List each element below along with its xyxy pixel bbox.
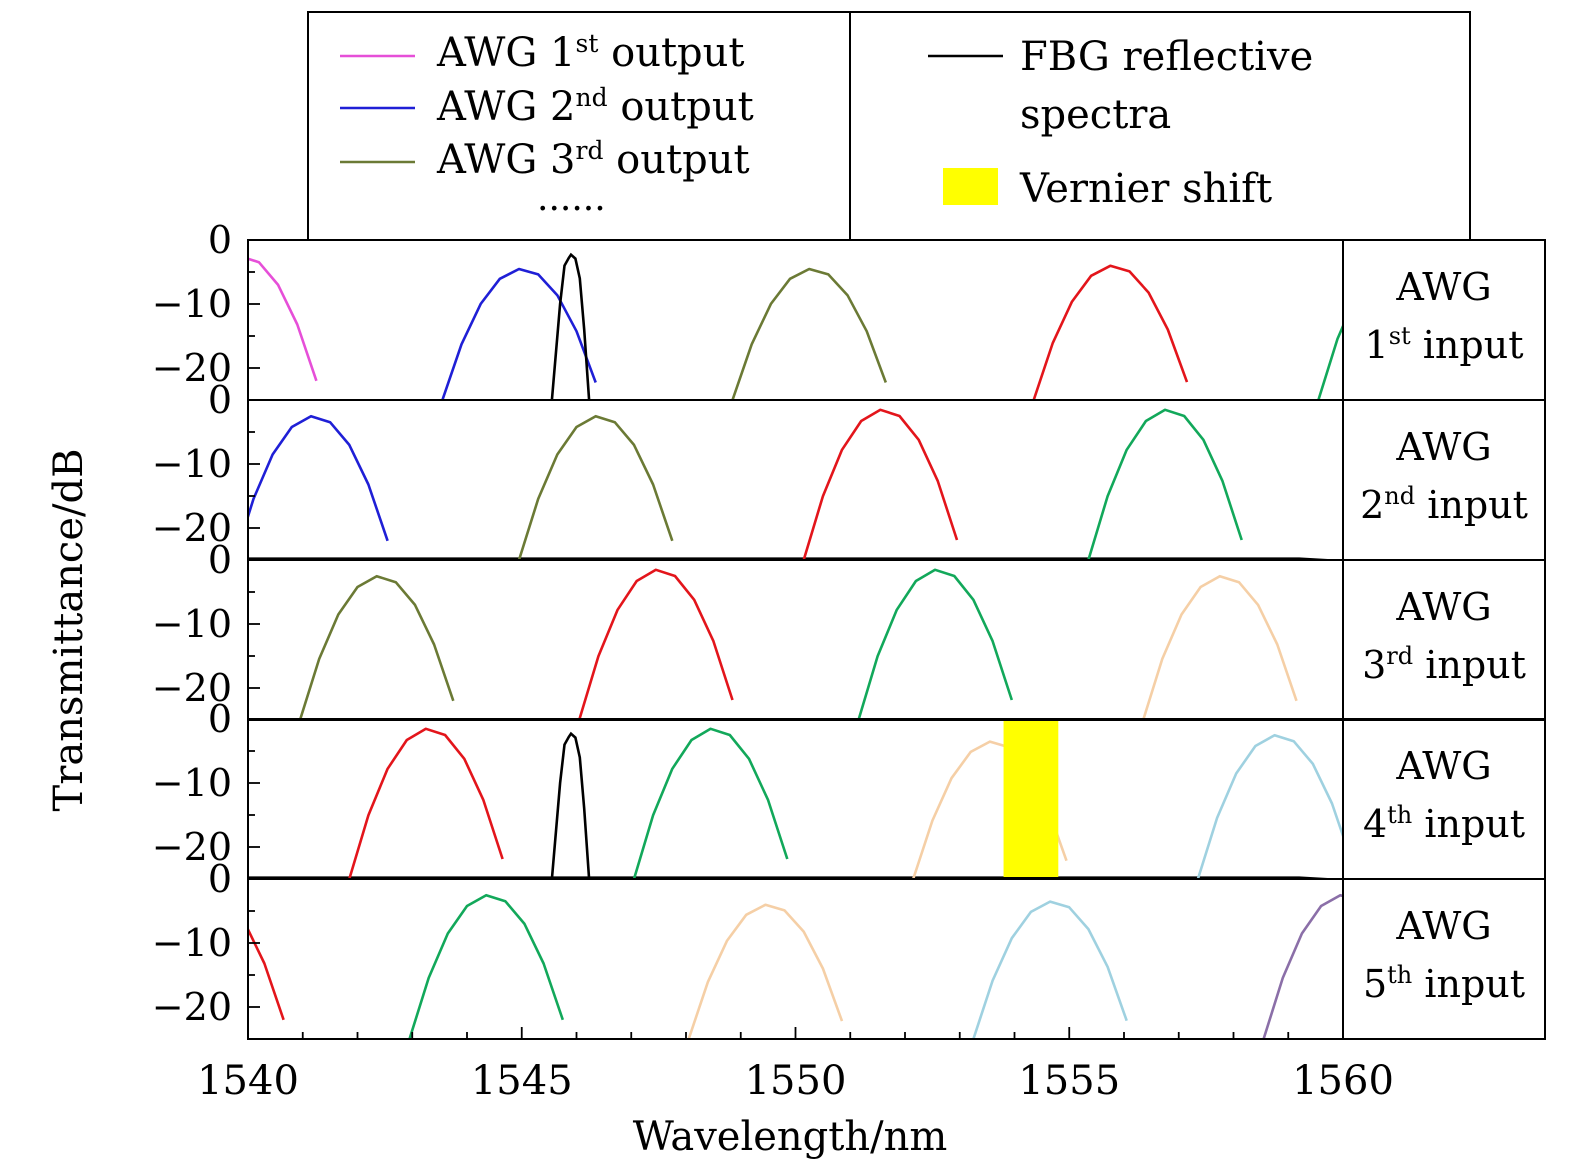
panel-2-ytick-label: −10 bbox=[152, 442, 232, 486]
panel-5-channel-4-lightblue bbox=[972, 900, 1128, 1039]
x-axis: 1540 1545 1550 1555 1560 bbox=[197, 1027, 1394, 1104]
panel-2-plot-area bbox=[248, 408, 1343, 560]
panel-1-channel-2-blue bbox=[441, 267, 597, 400]
legend-label-1: AWG 1st output bbox=[436, 29, 744, 77]
panel-5-channel-1-red bbox=[248, 926, 285, 1021]
panel-1-ytick-label: −20 bbox=[152, 346, 232, 390]
panel-5-plot-area bbox=[248, 893, 1343, 1039]
panel-4-row-label-line2: 4th input bbox=[1363, 801, 1525, 846]
xtick-label: 1550 bbox=[745, 1058, 847, 1104]
panel-4-fbg-peak bbox=[550, 731, 591, 879]
panel-5-ytick-label: 0 bbox=[208, 857, 232, 901]
panel-3-channel-4-peach bbox=[1141, 574, 1298, 720]
panel-4-row-label-line1: AWG bbox=[1395, 744, 1491, 788]
panel-2: 0 −10 −20 AWG 2nd input bbox=[152, 378, 1546, 561]
panel-4-ytick-label: 0 bbox=[208, 697, 232, 741]
panel-1-row-label-line2: 1st input bbox=[1365, 322, 1524, 367]
panel-4-channel-2-red bbox=[348, 727, 504, 879]
panel-3-ytick-label: −20 bbox=[152, 666, 232, 710]
panel-3-channel-2-red bbox=[577, 568, 734, 720]
panel-2-channel-4-green bbox=[1087, 408, 1243, 560]
panel-1-frame bbox=[247, 239, 1546, 401]
panel-5-row-label-line2: 5th input bbox=[1363, 961, 1525, 1006]
panel-5-ytick-label: −20 bbox=[152, 985, 232, 1029]
panel-4-plot-area bbox=[248, 721, 1343, 879]
panel-4-channel-5-lightblue bbox=[1196, 733, 1343, 879]
panel-1-channel-1-magenta bbox=[248, 257, 318, 382]
panel-3-channel-3-green bbox=[857, 568, 1014, 720]
xtick-label: 1545 bbox=[471, 1058, 573, 1104]
legend: AWG 1st output AWG 2nd output AWG 3rd ou… bbox=[307, 11, 1471, 241]
panel-5-channel-3-peach bbox=[687, 903, 844, 1039]
panel-3-ytick-label: 0 bbox=[208, 538, 232, 582]
vernier-shift-bar bbox=[1003, 721, 1059, 877]
legend-vernier-swatch bbox=[943, 168, 998, 205]
legend-item-3: AWG 3rd output bbox=[340, 136, 750, 184]
panel-2-row-label-line2: 2nd input bbox=[1360, 482, 1528, 527]
panel-5-ytick-label: −10 bbox=[152, 921, 232, 965]
panel-4: 0 −10 −20 AWG 4th input bbox=[152, 697, 1546, 880]
panel-2-channel-3-red bbox=[802, 408, 959, 560]
panel-4-baseline bbox=[248, 876, 1343, 879]
panel-2-channel-1-blue bbox=[248, 414, 389, 542]
y-axis-title: Transmittance/dB bbox=[46, 449, 92, 812]
panel-3-ytick-label: −10 bbox=[152, 602, 232, 646]
panel-3: 0 −10 −20 AWG 3rd input bbox=[152, 538, 1546, 721]
panel-4-ytick-label: −20 bbox=[152, 825, 232, 869]
panel-1-plot-area bbox=[248, 252, 1343, 400]
legend-ellipsis: ...... bbox=[537, 178, 606, 219]
panel-5-frame bbox=[247, 878, 1546, 1040]
legend-vernier-label: Vernier shift bbox=[1019, 166, 1272, 212]
panel-4-channel-3-green bbox=[632, 727, 789, 879]
panel-2-channel-2-olive bbox=[517, 414, 674, 560]
xtick-label: 1560 bbox=[1292, 1058, 1394, 1104]
legend-item-2: AWG 2nd output bbox=[340, 83, 754, 131]
legend-label-3: AWG 3rd output bbox=[436, 136, 750, 184]
panel-1-channel-4-red bbox=[1032, 264, 1189, 400]
legend-item-1: AWG 1st output bbox=[340, 29, 744, 77]
legend-fbg-label-line1: FBG reflective bbox=[1020, 34, 1313, 80]
panel-2-baseline bbox=[248, 557, 1343, 560]
panel-5: 0 −10 −20 AWG 5th input bbox=[152, 857, 1546, 1040]
panel-3-row-label-line2: 3rd input bbox=[1362, 642, 1526, 687]
panel-4-frame bbox=[247, 718, 1546, 880]
xtick-label: 1540 bbox=[197, 1058, 299, 1104]
legend-fbg-label-line2: spectra bbox=[1020, 92, 1171, 138]
panel-1-row-label-line1: AWG bbox=[1395, 265, 1491, 309]
panel-5-row-label-line1: AWG bbox=[1395, 904, 1491, 948]
panel-2-ytick-label: 0 bbox=[208, 378, 232, 422]
panel-1-channel-3-olive bbox=[731, 267, 888, 400]
panel-2-ytick-label: −20 bbox=[152, 506, 232, 550]
panel-2-frame bbox=[247, 399, 1546, 561]
legend-label-2: AWG 2nd output bbox=[436, 83, 754, 131]
panel-2-row-label-line1: AWG bbox=[1395, 425, 1491, 469]
panel-3-frame bbox=[247, 559, 1546, 721]
panel-1-fbg-peak bbox=[550, 252, 591, 400]
panel-3-plot-area bbox=[298, 568, 1298, 720]
xtick-label: 1555 bbox=[1018, 1058, 1120, 1104]
panel-3-channel-1-olive bbox=[298, 574, 455, 720]
panel-5-channel-2-green bbox=[408, 893, 565, 1039]
panel-4-ytick-label: −10 bbox=[152, 761, 232, 805]
panel-1-ytick-label: −10 bbox=[152, 282, 232, 326]
panel-1: 0 −10 −20 AWG 1st input bbox=[152, 218, 1546, 401]
panel-5-channel-5-purple bbox=[1262, 893, 1343, 1039]
panel-1-ytick-label: 0 bbox=[208, 218, 232, 262]
x-axis-title: Wavelength/nm bbox=[633, 1114, 948, 1160]
panel-3-row-label-line1: AWG bbox=[1395, 585, 1491, 629]
legend-frame bbox=[307, 11, 1471, 241]
